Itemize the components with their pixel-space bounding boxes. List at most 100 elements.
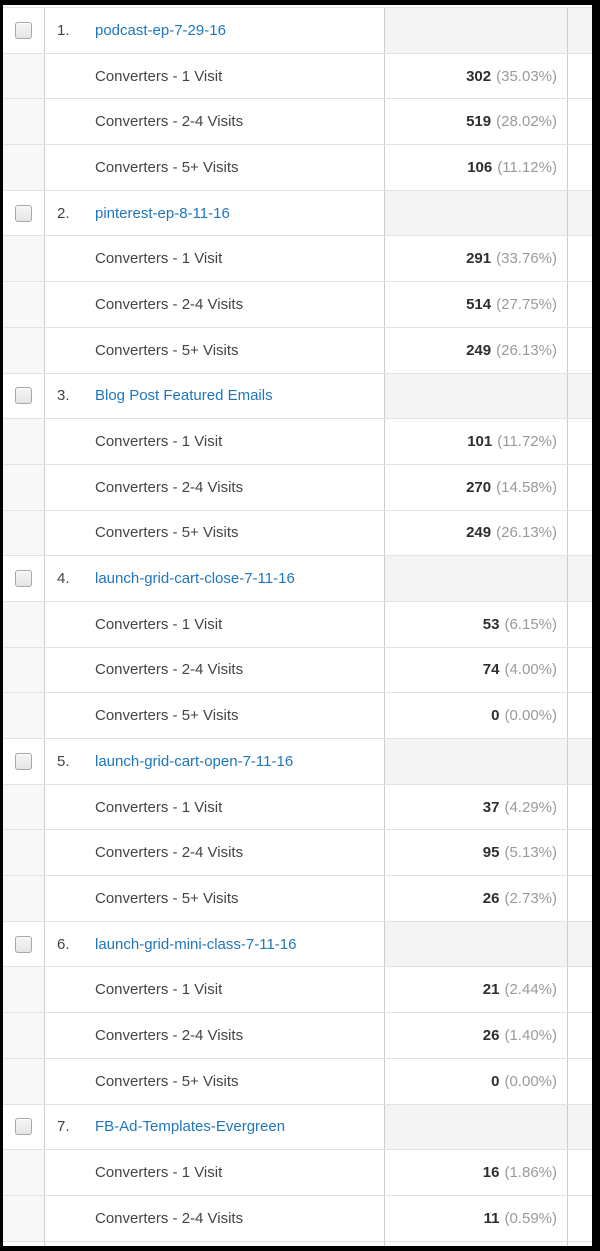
row-rank: 2.	[57, 204, 70, 222]
conversions-percent: (27.75%)	[496, 295, 557, 313]
extra-cell	[568, 648, 592, 693]
segment-row: Converters - 5+ Visits 106 (11.12%)	[3, 145, 592, 191]
segment-value-cell: 16 (1.86%)	[385, 1150, 568, 1195]
segment-label-cell: Converters - 2-4 Visits	[45, 464, 385, 510]
segment-label-cell: Converters - 1 Visit	[45, 53, 385, 99]
conversions-count: 11	[483, 1209, 500, 1227]
row-rank: 4.	[57, 570, 70, 588]
segment-label-cell	[45, 1241, 385, 1246]
value-cell	[385, 921, 568, 967]
extra-cell	[568, 967, 592, 1012]
row-checkbox[interactable]	[15, 387, 32, 405]
row-checkbox[interactable]	[15, 21, 32, 39]
extra-cell	[568, 282, 592, 327]
segment-label: Converters - 2-4 Visits	[95, 1026, 244, 1044]
segment-label-cell: Converters - 1 Visit	[45, 236, 385, 282]
checkbox-cell	[3, 1150, 45, 1195]
checkbox-cell	[3, 53, 45, 99]
row-rank: 5.	[57, 752, 70, 770]
campaign-link[interactable]: FB-Ad-Templates-Evergreen	[95, 1118, 286, 1136]
campaign-name-cell: 2. pinterest-ep-8-11-16	[45, 190, 385, 236]
row-checkbox[interactable]	[15, 204, 32, 222]
checkbox-cell	[3, 464, 45, 510]
segment-label: Converters - 5+ Visits	[95, 889, 239, 907]
row-checkbox[interactable]	[15, 570, 32, 588]
value-cell	[385, 8, 568, 53]
conversions-count: 21	[482, 981, 500, 999]
segment-label-cell: Converters - 5+ Visits	[45, 327, 385, 373]
conversions-percent: (1.86%)	[504, 1164, 557, 1182]
checkbox-cell	[3, 8, 45, 53]
extra-cell	[568, 785, 592, 830]
segment-value-cell: 249 (26.13%)	[385, 327, 568, 373]
segment-label-cell: Converters - 2-4 Visits	[45, 1013, 385, 1058]
campaign-link[interactable]: podcast-ep-7-29-16	[95, 21, 226, 39]
checkbox-cell	[3, 1013, 45, 1058]
conversions-count: 53	[482, 615, 500, 633]
segment-row: Converters - 5+ Visits 249 (26.13%)	[3, 327, 592, 374]
checkbox-cell	[3, 693, 45, 738]
segment-label: Converters - 5+ Visits	[95, 158, 239, 176]
segment-value-cell: 270 (14.58%)	[385, 464, 568, 510]
checkbox-cell	[3, 647, 45, 693]
row-rank: 3.	[57, 387, 70, 405]
segment-value-cell: 37 (4.29%)	[385, 784, 568, 830]
campaign-link[interactable]: Blog Post Featured Emails	[95, 387, 273, 405]
extra-cell	[568, 1013, 592, 1058]
checkbox-cell	[3, 967, 45, 1013]
segment-label-cell: Converters - 1 Visit	[45, 967, 385, 1013]
segment-row: Converters - 2-4 Visits 514 (27.75%)	[3, 282, 592, 328]
segment-value-cell: 26 (1.40%)	[385, 1013, 568, 1058]
segment-row: Converters - 2-4 Visits 270 (14.58%)	[3, 464, 592, 511]
checkbox-cell	[3, 510, 45, 556]
segment-value-cell: 11 (0.59%)	[385, 1195, 568, 1241]
conversions-count: 0	[491, 707, 500, 725]
row-checkbox[interactable]	[15, 1118, 32, 1136]
segment-row: Converters - 2-4 Visits 74 (4.00%)	[3, 647, 592, 694]
campaign-header-row: 5. launch-grid-cart-open-7-11-16	[3, 739, 592, 785]
segment-label: Converters - 2-4 Visits	[95, 844, 244, 862]
conversions-percent: (26.13%)	[496, 341, 557, 359]
segment-value-cell: 249 (26.13%)	[385, 510, 568, 556]
campaign-name-cell: 5. launch-grid-cart-open-7-11-16	[45, 739, 385, 784]
row-rank: 6.	[57, 935, 70, 953]
row-rank: 7.	[57, 1118, 70, 1136]
segment-label: Converters - 5+ Visits	[95, 707, 239, 725]
checkbox-cell	[3, 1104, 45, 1150]
extra-cell	[568, 693, 592, 738]
checkbox-cell	[3, 1195, 45, 1241]
campaign-link[interactable]: launch-grid-cart-close-7-11-16	[95, 570, 295, 588]
segment-value-cell: 302 (35.03%)	[385, 53, 568, 99]
segment-label-cell: Converters - 2-4 Visits	[45, 1195, 385, 1241]
segment-row: Converters - 5+ Visits 0 (0.00%)	[3, 693, 592, 739]
segment-label: Converters - 2-4 Visits	[95, 295, 244, 313]
segment-value-cell: 514 (27.75%)	[385, 282, 568, 327]
campaign-name-cell: 6. launch-grid-mini-class-7-11-16	[45, 921, 385, 967]
segment-label: Converters - 1 Visit	[95, 433, 223, 451]
extra-cell	[568, 236, 592, 281]
segment-label-cell: Converters - 5+ Visits	[45, 145, 385, 190]
extra-cell	[568, 145, 592, 190]
extra-cell	[568, 8, 592, 53]
conversions-count: 0	[491, 1072, 500, 1090]
conversions-count: 37	[482, 798, 500, 816]
checkbox-cell	[3, 921, 45, 967]
segment-label: Converters - 2-4 Visits	[95, 661, 244, 679]
row-checkbox[interactable]	[15, 752, 32, 770]
extra-cell	[568, 465, 592, 510]
segment-row: Converters - 1 Visit 53 (6.15%)	[3, 601, 592, 648]
checkbox-cell	[3, 876, 45, 921]
checkbox-cell	[3, 739, 45, 784]
segment-value-cell: 95 (5.13%)	[385, 830, 568, 876]
segment-value-cell: 291 (33.76%)	[385, 236, 568, 282]
campaign-link[interactable]: pinterest-ep-8-11-16	[95, 204, 230, 222]
segment-row: Converters - 2-4 Visits 95 (5.13%)	[3, 830, 592, 877]
extra-cell	[568, 876, 592, 921]
row-checkbox[interactable]	[15, 935, 32, 953]
campaign-link[interactable]: launch-grid-mini-class-7-11-16	[95, 935, 297, 953]
checkbox-cell	[3, 282, 45, 327]
conversions-count: 95	[482, 844, 500, 862]
campaign-link[interactable]: launch-grid-cart-open-7-11-16	[95, 752, 294, 770]
segment-label-cell: Converters - 1 Visit	[45, 784, 385, 830]
